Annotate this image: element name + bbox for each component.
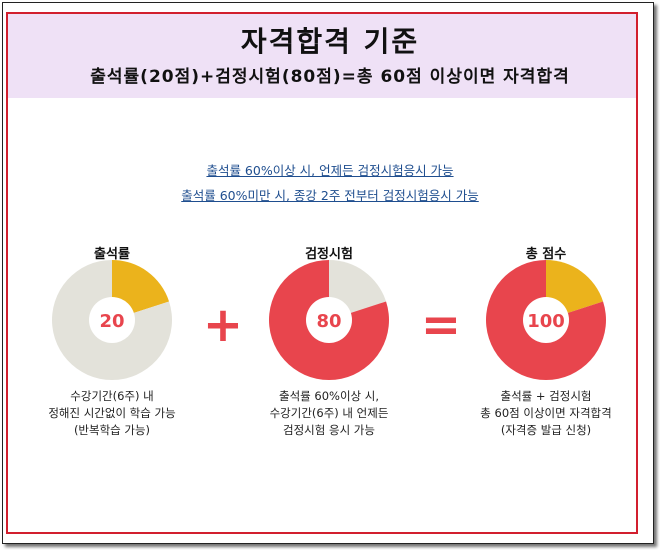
- total-donut: 100: [486, 260, 606, 380]
- plus-operator: +: [202, 297, 244, 353]
- content-frame: [6, 12, 638, 534]
- caption-line: 검정시험 응시 가능: [283, 423, 375, 437]
- equals-operator: =: [420, 297, 462, 353]
- exam-donut: 80: [269, 260, 389, 380]
- note-attendance-under-60[interactable]: 출석률 60%미만 시, 종강 2주 전부터 검정시험응시 가능: [181, 188, 479, 203]
- attendance-donut: 20: [52, 260, 172, 380]
- total-label: 총 점수: [525, 247, 567, 262]
- donut-hole: [89, 297, 135, 343]
- caption-line: (반복학습 가능): [73, 423, 151, 437]
- page-title: 자격합격 기준: [240, 25, 420, 58]
- exam-score: 80: [316, 311, 341, 332]
- donut-hole: [523, 297, 569, 343]
- attendance-caption: 수강기간(6주) 내 정해진 시간없이 학습 가능 (반복학습 가능): [22, 388, 202, 439]
- note-attendance-over-60[interactable]: 출석률 60%이상 시, 언제든 검정시험응시 가능: [206, 163, 454, 178]
- caption-line: (자격증 발급 신청): [500, 423, 592, 437]
- exam-label: 검정시험: [305, 247, 353, 262]
- caption-line: 수강기간(6주) 내: [70, 389, 154, 403]
- attendance-score: 20: [99, 311, 124, 332]
- exam-caption: 출석률 60%이상 시, 수강기간(6주) 내 언제든 검정시험 응시 가능: [239, 388, 419, 439]
- caption-line: 수강기간(6주) 내 언제든: [269, 406, 389, 420]
- header-band: [6, 12, 638, 98]
- page-subtitle: 출석률(20점)+검정시험(80점)=총 60점 이상이면 자격합격: [90, 67, 570, 87]
- attendance-label: 출석률: [94, 247, 130, 262]
- caption-line: 총 60점 이상이면 자격합격: [480, 406, 612, 420]
- caption-line: 출석률 60%이상 시,: [278, 389, 379, 403]
- caption-line: 출석률 + 검정시험: [500, 389, 592, 403]
- total-score: 100: [527, 311, 565, 332]
- caption-line: 정해진 시간없이 학습 가능: [48, 406, 176, 420]
- donut-hole: [306, 297, 352, 343]
- total-caption: 출석률 + 검정시험 총 60점 이상이면 자격합격 (자격증 발급 신청): [456, 388, 636, 439]
